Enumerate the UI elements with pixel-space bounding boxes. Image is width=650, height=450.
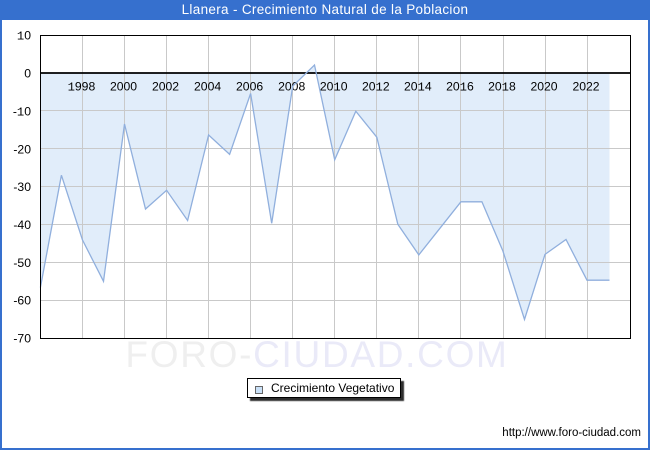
svg-text:-60: -60 [13,294,31,308]
svg-text:-70: -70 [13,332,31,346]
svg-text:2010: 2010 [320,79,348,94]
svg-text:2020: 2020 [530,79,557,93]
svg-text:2012: 2012 [362,79,390,94]
svg-text:-10: -10 [13,104,31,119]
svg-text:2018: 2018 [488,79,516,94]
svg-text:-20: -20 [13,142,31,156]
svg-text:2008: 2008 [278,79,305,93]
svg-text:2002: 2002 [152,79,179,93]
svg-text:10: 10 [17,28,31,43]
svg-text:0: 0 [24,67,31,81]
svg-text:2006: 2006 [236,79,263,93]
svg-text:2022: 2022 [572,79,599,93]
svg-text:-50: -50 [13,256,31,270]
svg-text:-30: -30 [13,180,31,194]
svg-text:2014: 2014 [404,79,432,94]
svg-text:2004: 2004 [194,79,221,93]
svg-text:1998: 1998 [68,79,96,94]
svg-text:2016: 2016 [446,79,474,94]
svg-text:2000: 2000 [110,79,137,93]
svg-text:-40: -40 [13,218,31,232]
